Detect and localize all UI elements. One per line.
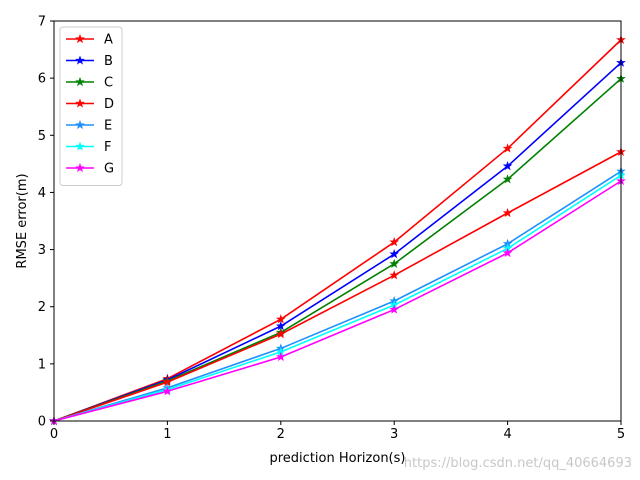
series-C	[49, 73, 626, 426]
plot-layer	[49, 34, 626, 426]
plot-frame	[53, 20, 622, 422]
y-tick-label: 7	[38, 15, 46, 30]
series-D	[49, 146, 626, 426]
legend-label: E	[104, 119, 112, 134]
x-tick-label: 4	[503, 427, 511, 442]
legend-label: D	[104, 97, 114, 112]
legend-item-A: A	[66, 33, 113, 48]
legend-label: F	[104, 140, 111, 155]
x-tick-label: 2	[277, 427, 285, 442]
legend-item-F: F	[66, 140, 111, 155]
x-tick-label: 0	[50, 427, 58, 442]
data-point	[275, 329, 286, 339]
legend-marker	[75, 119, 85, 130]
data-point	[275, 314, 286, 324]
series-line-G	[53, 180, 622, 422]
data-point	[389, 258, 400, 268]
data-point	[162, 386, 173, 396]
data-point	[389, 304, 400, 314]
legend-marker	[75, 33, 85, 44]
y-tick-label: 0	[38, 415, 46, 430]
legend-label: A	[104, 33, 113, 48]
series-line-C	[53, 78, 622, 422]
legend-item-C: C	[66, 76, 113, 91]
y-tick-label: 4	[38, 186, 46, 201]
legend-item-G: G	[66, 162, 114, 177]
series-G	[49, 175, 626, 426]
x-tick-label: 1	[163, 427, 171, 442]
y-tick-label: 6	[38, 72, 46, 87]
tick-layer: 0 1 2 3 4 5 0 1 2 3 4 5 6 7	[38, 15, 625, 443]
data-point	[389, 237, 400, 247]
y-tick-label: 1	[38, 357, 46, 372]
legend-item-B: B	[66, 54, 113, 69]
data-point	[275, 351, 286, 362]
legend-label: C	[104, 76, 113, 91]
data-point	[502, 207, 513, 218]
data-point	[502, 174, 513, 184]
legend-label: G	[104, 162, 114, 177]
x-tick-label: 5	[617, 427, 625, 442]
series-line-A	[53, 39, 622, 422]
legend-marker	[75, 98, 85, 108]
series-E	[49, 166, 626, 426]
series-B	[49, 57, 626, 426]
y-tick-label: 5	[38, 129, 46, 144]
legend-marker	[75, 76, 85, 87]
legend-label: B	[104, 54, 113, 69]
legend-marker	[75, 55, 85, 65]
x-axis-label: prediction Horizon(s)	[270, 451, 406, 466]
y-tick-label: 2	[38, 300, 46, 315]
legend-marker	[75, 162, 85, 173]
data-point	[502, 247, 513, 258]
legend-item-D: D	[66, 97, 114, 112]
series-line-E	[53, 170, 622, 422]
y-tick-label: 3	[38, 243, 46, 258]
y-axis-label: RMSE error(m)	[15, 173, 30, 268]
series-line-B	[53, 62, 622, 422]
watermark-text: https://blog.csdn.net/qq_40664693	[404, 456, 632, 471]
data-point	[389, 249, 400, 259]
series-A	[49, 34, 626, 426]
series-line-D	[53, 151, 622, 422]
x-tick-label: 3	[390, 427, 398, 442]
data-point	[502, 143, 513, 153]
legend-marker	[75, 141, 85, 151]
legend-item-E: E	[66, 119, 112, 134]
series-line-F	[53, 174, 622, 422]
data-point	[502, 161, 513, 171]
data-point	[389, 270, 400, 280]
